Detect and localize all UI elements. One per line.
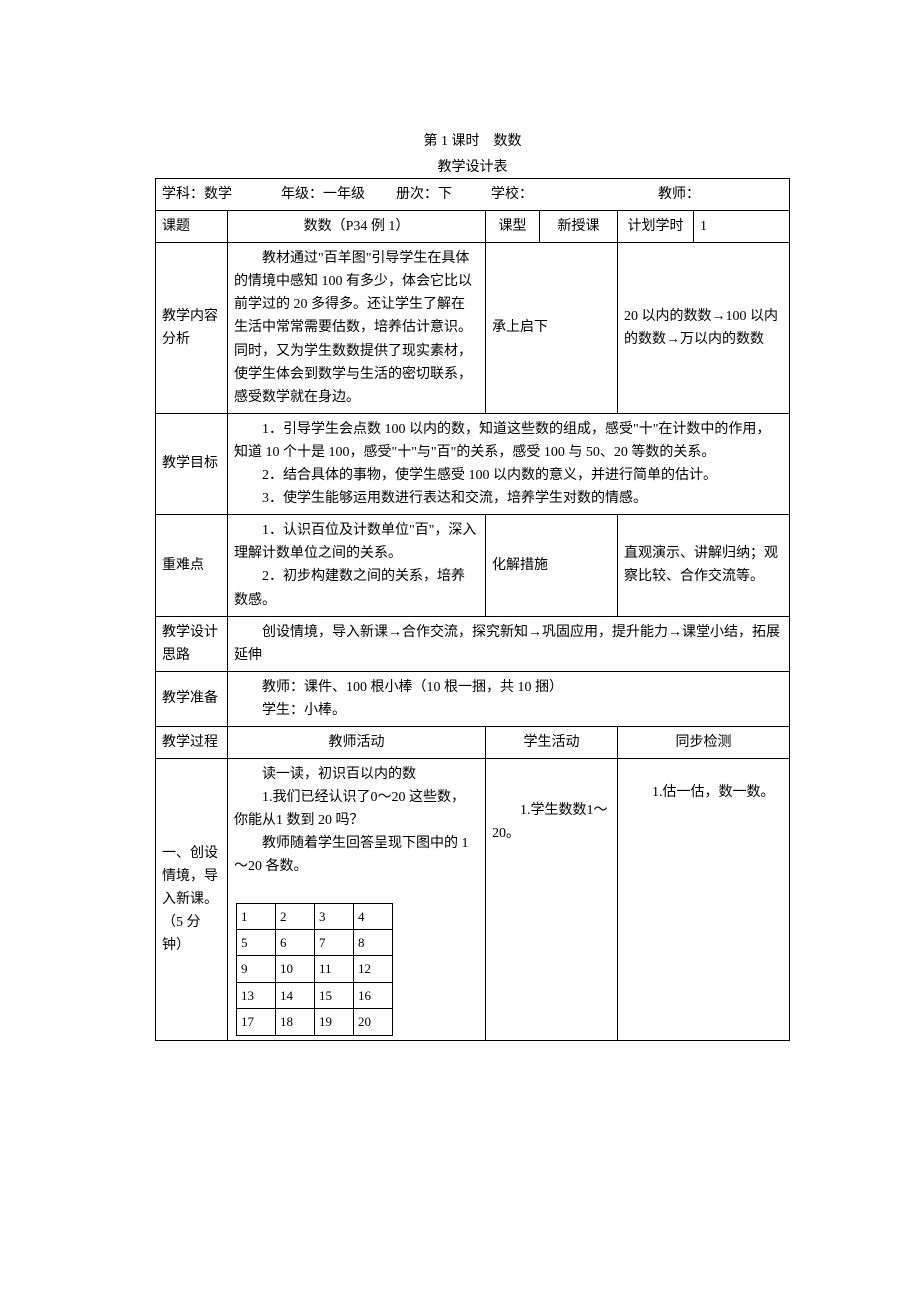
hours-value: 1 [693,211,789,243]
section1-student-cell: 1.学生数数1～20。 [485,759,617,1041]
grid-cell: 3 [315,903,354,929]
section1-check-p1: 1.估一估，数一数。 [624,781,783,804]
grid-cell: 9 [237,956,276,982]
goal-label: 教学目标 [156,413,228,514]
grid-cell: 17 [237,1009,276,1035]
volume-label: 册次： [396,187,438,202]
hours-label: 计划学时 [617,211,693,243]
grade-value: 一年级 [323,187,365,202]
section1-teacher-heading: 读一读，初识百以内的数 [234,763,479,786]
resolve-value: 直观演示、讲解归纳；观察比较、合作交流等。 [617,515,789,616]
school-label: 学校： [491,187,533,202]
lesson-plan-table: 学科：数学 年级：一年级 册次：下 学校： 教师： 课题 数数（P34 例 1）… [155,178,790,1041]
design-label: 教学设计思路 [156,616,228,671]
grid-cell: 18 [276,1009,315,1035]
grid-cell: 7 [315,929,354,955]
teacher-label: 教师： [658,187,700,202]
grid-cell: 6 [276,929,315,955]
grid-cell: 1 [237,903,276,929]
grid-cell: 2 [276,903,315,929]
prep-label: 教学准备 [156,671,228,726]
prep-text: 教师：课件、100 根小棒（10 根一捆，共 10 捆） 学生：小棒。 [228,671,790,726]
grade-label: 年级： [281,187,323,202]
goal-p3: 3．使学生能够运用数进行表达和交流，培养学生对数的情感。 [234,487,783,510]
keypoint-text: 1．认识百位及计数单位"百"，深入理解计数单位之间的关系。 2．初步构建数之间的… [228,515,486,616]
subject-label: 学科： [162,187,204,202]
grid-cell: 14 [276,982,315,1008]
student-activity-header: 学生活动 [485,726,617,758]
grid-cell: 10 [276,956,315,982]
section1-teacher-cell: 读一读，初识百以内的数 1.我们已经认识了0～20 这些数，你能从1 数到 20… [228,759,486,1041]
grid-cell: 11 [315,956,354,982]
sync-check-header: 同步检测 [617,726,789,758]
prep-teacher: 教师：课件、100 根小棒（10 根一捆，共 10 捆） [234,676,783,699]
teacher-activity-header: 教师活动 [228,726,486,758]
lesson-title: 第 1 课时 数数 [155,130,790,150]
section1-teacher-p2: 教师随着学生回答呈现下图中的 1～20 各数。 [234,832,479,878]
goal-p2: 2．结合具体的事物，使学生感受 100 以内数的意义，并进行简单的估计。 [234,464,783,487]
goal-text: 1．引导学生会点数 100 以内的数，知道这些数的组成，感受"十"在计数中的作用… [228,413,790,514]
section1-teacher-p1: 1.我们已经认识了0～20 这些数，你能从1 数到 20 吗？ [234,786,479,832]
content-analysis-text: 教材通过"百羊图"引导学生在具体的情境中感知 100 有多少，体会它比以前学过的… [228,243,486,414]
link-value: 20 以内的数数→100 以内的数数→万以内的数数 [617,243,789,414]
lesson-type-value: 新授课 [539,211,617,243]
topic-row: 课题 数数（P34 例 1） 课型 新授课 计划学时 1 [156,211,790,243]
grid-cell: 16 [354,982,393,1008]
topic-value: 数数（P34 例 1） [228,211,486,243]
lesson-type-label: 课型 [485,211,539,243]
subject-value: 数学 [204,187,232,202]
table-title: 教学设计表 [155,156,790,176]
design-row: 教学设计思路 创设情境，导入新课→合作交流，探究新知→巩固应用，提升能力→课堂小… [156,616,790,671]
keypoint-label: 重难点 [156,515,228,616]
grid-cell: 12 [354,956,393,982]
prep-row: 教学准备 教师：课件、100 根小棒（10 根一捆，共 10 捆） 学生：小棒。 [156,671,790,726]
link-label: 承上启下 [485,243,617,414]
section1-student-p1: 1.学生数数1～20。 [492,799,611,845]
volume-value: 下 [438,187,452,202]
content-analysis-row: 教学内容分析 教材通过"百羊图"引导学生在具体的情境中感知 100 有多少，体会… [156,243,790,414]
grid-cell: 13 [237,982,276,1008]
topic-label: 课题 [156,211,228,243]
prep-student: 学生：小棒。 [234,699,783,722]
grid-cell: 15 [315,982,354,1008]
grid-cell: 8 [354,929,393,955]
goal-row: 教学目标 1．引导学生会点数 100 以内的数，知道这些数的组成，感受"十"在计… [156,413,790,514]
process-header-row: 教学过程 教师活动 学生活动 同步检测 [156,726,790,758]
design-text: 创设情境，导入新课→合作交流，探究新知→巩固应用，提升能力→课堂小结，拓展延伸 [228,616,790,671]
process-label: 教学过程 [156,726,228,758]
number-grid: 1234567891011121314151617181920 [236,903,393,1036]
section1-label: 一、创设情境，导入新课。（5 分钟） [156,759,228,1041]
section1-row: 一、创设情境，导入新课。（5 分钟） 读一读，初识百以内的数 1.我们已经认识了… [156,759,790,1041]
grid-cell: 19 [315,1009,354,1035]
content-analysis-label: 教学内容分析 [156,243,228,414]
grid-cell: 20 [354,1009,393,1035]
grid-cell: 4 [354,903,393,929]
keypoint-row: 重难点 1．认识百位及计数单位"百"，深入理解计数单位之间的关系。 2．初步构建… [156,515,790,616]
section1-check-cell: 1.估一估，数一数。 [617,759,789,1041]
resolve-label: 化解措施 [485,515,617,616]
grid-cell: 5 [237,929,276,955]
goal-p1: 1．引导学生会点数 100 以内的数，知道这些数的组成，感受"十"在计数中的作用… [234,418,783,464]
header-row: 学科：数学 年级：一年级 册次：下 学校： 教师： [156,179,790,211]
